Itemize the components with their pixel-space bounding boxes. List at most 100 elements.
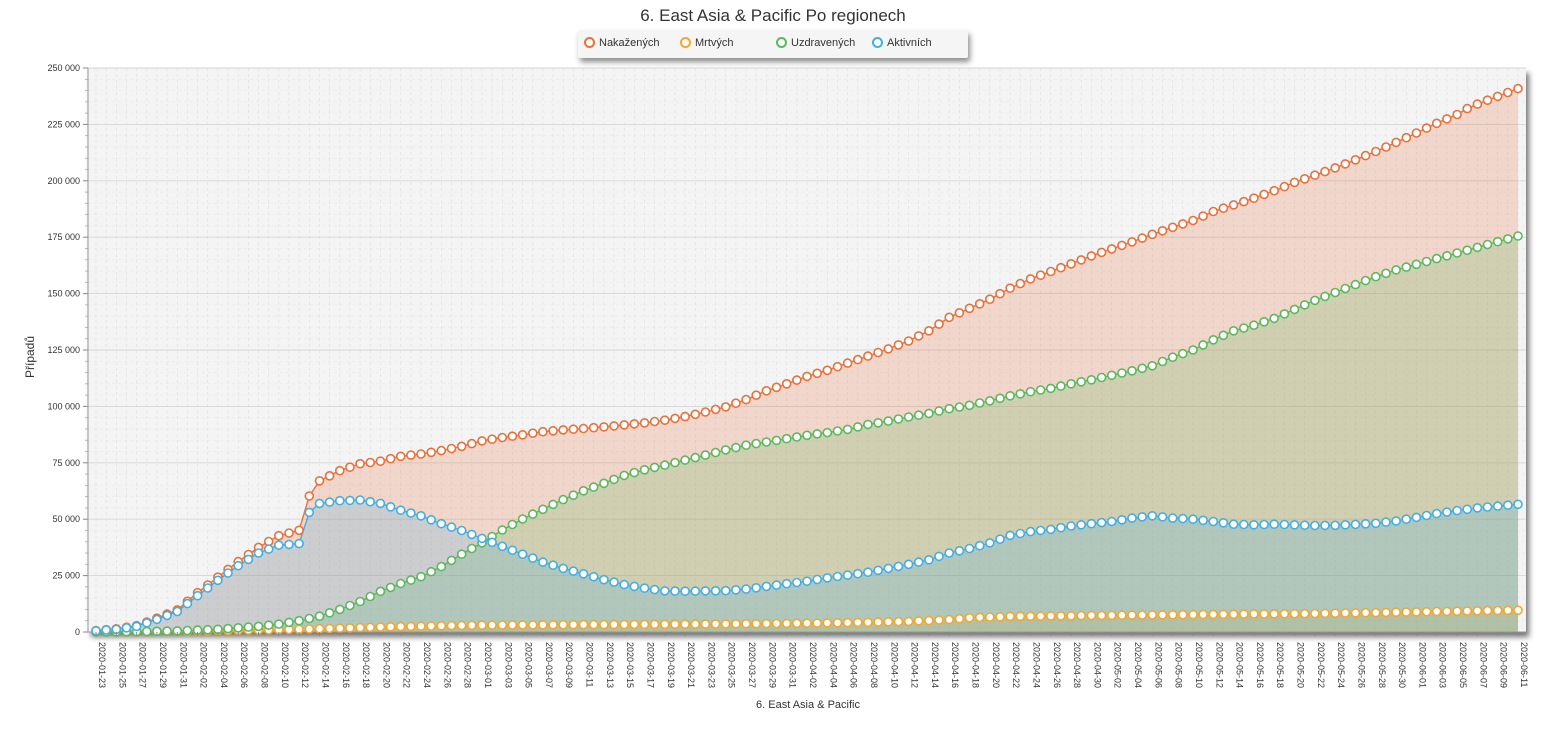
data-point xyxy=(1056,522,1066,533)
data-point xyxy=(771,618,782,629)
data-point xyxy=(1299,520,1310,531)
data-point xyxy=(1462,504,1472,515)
data-point xyxy=(446,522,457,532)
x-tick-label: 2020-03-25 xyxy=(727,642,737,688)
data-point xyxy=(1259,609,1269,619)
data-point xyxy=(964,612,975,623)
data-point xyxy=(883,616,894,627)
legend-item-nakazenych[interactable]: Nakažených xyxy=(584,37,660,49)
x-tick-label: 2020-01-25 xyxy=(117,642,127,688)
data-point xyxy=(192,590,203,601)
data-point xyxy=(1025,386,1036,397)
data-point xyxy=(1310,170,1320,180)
legend-marker-icon xyxy=(872,37,883,48)
data-point xyxy=(436,561,447,572)
x-tick-label: 2020-03-29 xyxy=(767,642,777,688)
data-point xyxy=(599,422,609,432)
data-point xyxy=(1178,348,1188,359)
data-point xyxy=(680,455,690,465)
data-point xyxy=(1046,524,1056,535)
data-point xyxy=(1035,270,1046,281)
data-point xyxy=(345,623,355,633)
data-point xyxy=(1188,514,1198,525)
data-point xyxy=(639,583,650,594)
data-point xyxy=(1401,132,1412,143)
y-tick-label: 100 000 xyxy=(47,401,80,411)
data-point xyxy=(1137,610,1147,620)
data-point xyxy=(558,494,569,505)
x-tick-label: 2020-03-09 xyxy=(564,642,574,688)
legend-item-uzdravenych[interactable]: Uzdravených xyxy=(776,37,855,49)
data-point xyxy=(852,617,863,628)
data-point xyxy=(1391,137,1401,148)
x-tick-label: 2020-04-04 xyxy=(828,642,838,688)
data-point xyxy=(1066,378,1076,389)
x-tick-label: 2020-02-18 xyxy=(361,642,371,688)
data-point xyxy=(375,456,386,467)
data-point xyxy=(791,618,802,629)
data-point xyxy=(131,621,142,632)
data-point xyxy=(1411,259,1422,270)
data-point xyxy=(1411,128,1422,138)
data-point xyxy=(944,614,955,625)
data-point xyxy=(1147,510,1158,521)
legend-item-aktivnich[interactable]: Aktivních xyxy=(872,37,932,49)
legend-marker-icon xyxy=(776,37,787,48)
data-point xyxy=(456,620,467,631)
data-point xyxy=(355,458,365,469)
data-point xyxy=(1239,196,1249,207)
x-tick-label: 2020-05-04 xyxy=(1133,642,1143,688)
x-tick-label: 2020-04-06 xyxy=(849,642,859,688)
x-tick-label: 2020-01-29 xyxy=(158,642,168,688)
data-point xyxy=(781,378,792,389)
data-point xyxy=(863,351,873,361)
data-point xyxy=(507,545,518,556)
data-point xyxy=(548,619,558,630)
data-point xyxy=(944,403,955,414)
data-point xyxy=(314,475,325,486)
data-point xyxy=(639,418,650,428)
data-point xyxy=(619,579,630,590)
data-point xyxy=(1117,368,1127,378)
data-point xyxy=(1208,609,1219,620)
x-tick-label: 2020-02-02 xyxy=(199,642,209,688)
data-point xyxy=(1106,516,1117,527)
data-point xyxy=(1218,330,1229,341)
data-point xyxy=(791,432,802,442)
data-point xyxy=(599,478,609,489)
data-point xyxy=(284,539,294,550)
data-point xyxy=(649,619,660,630)
data-point xyxy=(720,619,731,629)
data-point xyxy=(1198,211,1208,221)
data-point xyxy=(507,620,518,630)
x-tick-label: 2020-06-11 xyxy=(1519,642,1529,687)
data-point xyxy=(375,586,386,597)
data-point xyxy=(832,426,843,436)
data-point xyxy=(345,495,355,506)
data-point xyxy=(903,336,914,346)
data-point xyxy=(578,423,589,434)
data-point xyxy=(944,312,955,323)
data-point xyxy=(1025,274,1036,284)
data-point xyxy=(345,600,355,611)
data-point xyxy=(588,482,599,492)
x-tick-label: 2020-02-22 xyxy=(402,642,412,688)
x-tick-label: 2020-05-16 xyxy=(1255,642,1265,688)
data-point xyxy=(436,518,447,529)
data-point xyxy=(720,585,731,596)
data-point xyxy=(568,490,579,501)
data-point xyxy=(609,619,619,630)
data-point xyxy=(1228,519,1239,530)
data-point xyxy=(995,611,1005,622)
data-point xyxy=(142,618,152,628)
data-point xyxy=(334,495,345,506)
data-point xyxy=(842,424,853,435)
data-point xyxy=(355,495,365,505)
data-point xyxy=(1350,279,1361,290)
data-point xyxy=(1239,609,1249,619)
data-point xyxy=(1472,605,1483,616)
x-tick-label: 2020-02-12 xyxy=(300,642,310,688)
data-point xyxy=(903,559,914,570)
legend-item-mrtvych[interactable]: Mrtvých xyxy=(680,37,734,49)
